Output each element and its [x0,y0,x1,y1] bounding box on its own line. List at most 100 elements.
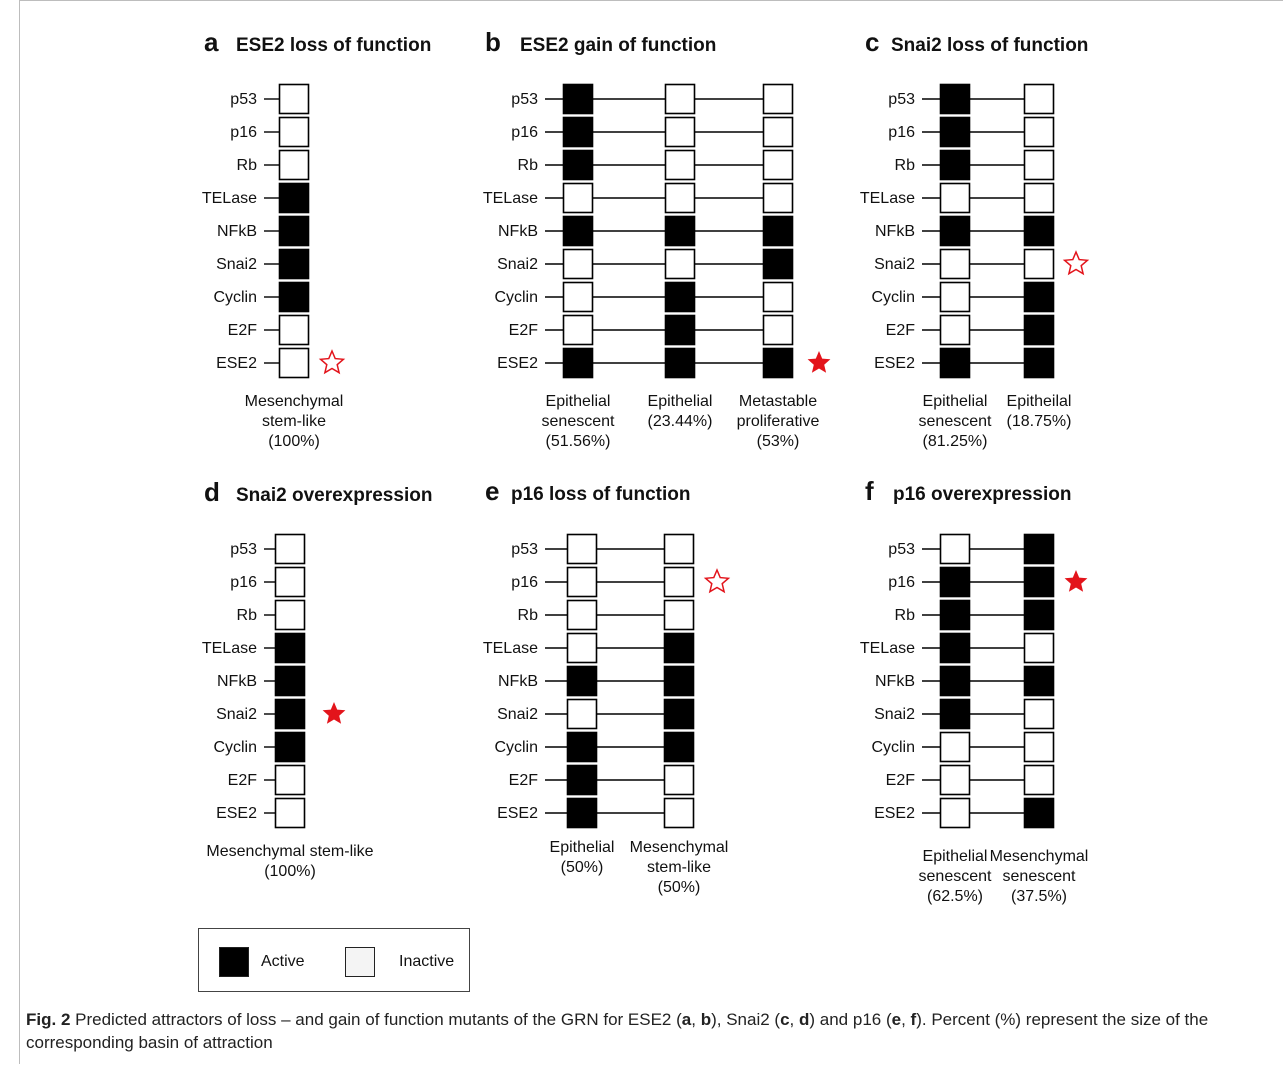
panel-title: p16 overexpression [893,484,1071,505]
state-box-active [664,281,696,313]
panel-title: p16 loss of function [511,484,690,505]
gene-label: E2F [228,322,258,339]
gene-label: Cyclin [871,739,915,756]
state-box-active [274,731,306,763]
state-box-active [566,764,598,796]
legend: Active Inactive [198,928,470,992]
legend-inactive-label: Inactive [399,953,455,970]
gene-label: Snai2 [497,706,538,723]
state-box-inactive [562,314,594,346]
state-box-active [274,665,306,697]
state-box-active [1023,797,1055,829]
state-box-active [566,797,598,829]
gene-label: NFkB [498,673,538,690]
gene-label: Rb [237,157,258,174]
state-box-active [562,83,594,115]
state-box-active [1023,599,1055,631]
state-box-inactive [664,149,696,181]
gene-label: TELase [860,190,915,207]
state-box-active [663,698,695,730]
gene-label: Snai2 [216,706,257,723]
gene-label: E2F [509,772,539,789]
attractor-label: senescent [1003,868,1076,885]
panel-letter: f [865,476,874,506]
state-box-active [664,347,696,379]
gene-label: Snai2 [216,256,257,273]
gene-label: TELase [860,640,915,657]
state-box-active [566,665,598,697]
attractor-label: (81.25%) [923,433,988,450]
state-box-inactive [278,83,310,115]
state-box-active [278,248,310,280]
attractor-figure: a ESE2 loss of function p53 p16 Rb TELase NFkB… [202,27,1090,905]
gene-label: Snai2 [497,256,538,273]
state-box-inactive [278,149,310,181]
star-filled-icon [807,351,831,373]
state-box-inactive [939,764,971,796]
caption-segment: , [691,1010,701,1029]
attractor-label: (50%) [561,859,604,876]
state-box-active [663,731,695,763]
gene-label: ESE2 [497,355,538,372]
state-box-inactive [274,533,306,565]
legend-active-label: Active [261,953,305,970]
caption-segment: ). Percent (%) represent the size of the… [26,1010,1209,1052]
legend-active-swatch [219,947,249,977]
gene-label: NFkB [498,223,538,240]
gene-label: p16 [511,124,538,141]
state-box-inactive [939,731,971,763]
gene-label: Cyclin [213,739,257,756]
gene-label: E2F [228,772,258,789]
state-box-active [1023,665,1055,697]
caption-segment: ), Snai2 ( [711,1010,781,1029]
panel-letter: a [204,27,219,57]
legend-inactive-swatch [345,947,375,977]
state-box-inactive [1023,182,1055,214]
gene-label: NFkB [875,673,915,690]
caption-fig-label: Fig. 2 [26,1010,71,1029]
state-box-inactive [566,566,598,598]
state-box-active [562,215,594,247]
state-box-inactive [663,797,695,829]
state-box-inactive [663,599,695,631]
panel-title: ESE2 loss of function [236,35,431,56]
panel-title: Snai2 loss of function [891,35,1088,56]
gene-label: p53 [511,541,538,558]
attractor-label: Mesenchymal [245,393,344,410]
attractor-label: Epithelial [546,393,611,410]
panel-letter: c [865,27,879,57]
state-box-active [278,215,310,247]
state-box-active [1023,314,1055,346]
state-box-inactive [274,599,306,631]
gene-label: ESE2 [497,805,538,822]
panel-title: Snai2 overexpression [236,485,432,506]
state-box-inactive [1023,83,1055,115]
state-box-inactive [566,599,598,631]
state-box-active [939,566,971,598]
state-box-inactive [1023,731,1055,763]
attractor-label: (100%) [264,863,316,880]
state-box-active [762,248,794,280]
attractor-label: proliferative [737,413,820,430]
state-box-active [939,698,971,730]
star-filled-icon [1064,570,1088,592]
figure-caption: Fig. 2 Predicted attractors of loss – an… [26,1008,1276,1054]
caption-panel-ref: b [700,1010,712,1029]
state-box-active [1023,347,1055,379]
gene-label: TELase [483,190,538,207]
attractor-label: (50%) [658,879,701,896]
caption-segment: , [901,1010,911,1029]
state-box-active [562,116,594,148]
state-box-active [278,182,310,214]
state-box-inactive [278,314,310,346]
state-box-active [939,347,971,379]
caption-panel-ref: e [891,1010,902,1029]
state-box-active [939,215,971,247]
state-box-active [1023,533,1055,565]
attractor-label: stem-like [647,859,711,876]
state-box-inactive [562,248,594,280]
gene-label: ESE2 [216,355,257,372]
state-box-inactive [562,281,594,313]
state-box-inactive [1023,116,1055,148]
gene-label: p53 [230,91,257,108]
